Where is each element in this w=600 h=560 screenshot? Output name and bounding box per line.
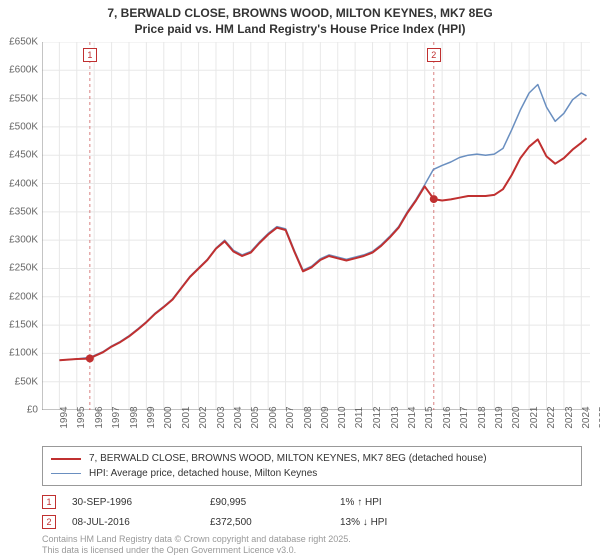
y-tick-label: £150K xyxy=(9,320,38,331)
plot-area: 12 xyxy=(42,42,590,410)
y-tick-label: £100K xyxy=(9,348,38,359)
y-axis-labels: £0£50K£100K£150K£200K£250K£300K£350K£400… xyxy=(0,42,40,410)
y-tick-label: £600K xyxy=(9,65,38,76)
marker-badge: 2 xyxy=(42,515,56,529)
sale-marker-badge: 1 xyxy=(83,48,97,62)
marker-date: 30-SEP-1996 xyxy=(72,497,210,508)
legend-swatch xyxy=(51,458,81,460)
marker-table-row: 2 08-JUL-2016£372,50013% ↓ HPI xyxy=(42,512,582,532)
sale-markers-table: 1 30-SEP-1996£90,9951% ↑ HPI 2 08-JUL-2016£… xyxy=(42,492,582,532)
x-tick-label: 2007 xyxy=(285,406,296,428)
footer-attribution: Contains HM Land Registry data © Crown c… xyxy=(42,534,351,556)
chart-container: 7, BERWALD CLOSE, BROWNS WOOD, MILTON KE… xyxy=(0,0,600,560)
x-tick-label: 2009 xyxy=(320,406,331,428)
marker-badge: 1 xyxy=(42,495,56,509)
x-tick-label: 2017 xyxy=(459,406,470,428)
x-tick-label: 2001 xyxy=(181,406,192,428)
x-tick-label: 2003 xyxy=(215,406,226,428)
marker-delta: 1% ↑ HPI xyxy=(340,497,582,508)
y-tick-label: £650K xyxy=(9,37,38,48)
legend-label: HPI: Average price, detached house, Milt… xyxy=(89,468,317,479)
x-tick-label: 2002 xyxy=(198,406,209,428)
x-tick-label: 2019 xyxy=(494,406,505,428)
chart-svg xyxy=(42,42,590,410)
y-tick-label: £500K xyxy=(9,121,38,132)
footer-line-1: Contains HM Land Registry data © Crown c… xyxy=(42,534,351,545)
x-tick-label: 2011 xyxy=(354,407,365,429)
x-tick-label: 1998 xyxy=(128,406,139,428)
y-tick-label: £450K xyxy=(9,150,38,161)
legend-item: HPI: Average price, detached house, Milt… xyxy=(51,466,573,481)
x-tick-label: 2015 xyxy=(424,406,435,428)
y-tick-label: £200K xyxy=(9,291,38,302)
y-tick-label: £400K xyxy=(9,178,38,189)
chart-title: 7, BERWALD CLOSE, BROWNS WOOD, MILTON KE… xyxy=(0,0,600,37)
x-tick-label: 1999 xyxy=(146,406,157,428)
y-tick-label: £250K xyxy=(9,263,38,274)
legend: 7, BERWALD CLOSE, BROWNS WOOD, MILTON KE… xyxy=(42,446,582,486)
x-tick-label: 1994 xyxy=(59,406,70,428)
title-line-2: Price paid vs. HM Land Registry's House … xyxy=(0,22,600,38)
x-tick-label: 2023 xyxy=(563,406,574,428)
x-tick-label: 2013 xyxy=(389,406,400,428)
x-tick-label: 2022 xyxy=(546,406,557,428)
x-axis-labels: 1994199519961997199819992000200120022003… xyxy=(42,412,590,442)
x-tick-label: 2014 xyxy=(407,406,418,428)
y-tick-label: £0 xyxy=(27,405,38,416)
y-tick-label: £300K xyxy=(9,235,38,246)
y-tick-label: £50K xyxy=(15,376,38,387)
legend-label: 7, BERWALD CLOSE, BROWNS WOOD, MILTON KE… xyxy=(89,453,487,464)
x-tick-label: 1996 xyxy=(94,406,105,428)
x-tick-label: 2005 xyxy=(250,406,261,428)
x-tick-label: 2012 xyxy=(372,406,383,428)
marker-delta: 13% ↓ HPI xyxy=(340,517,582,528)
marker-table-row: 1 30-SEP-1996£90,9951% ↑ HPI xyxy=(42,492,582,512)
marker-price: £372,500 xyxy=(210,517,340,528)
marker-date: 08-JUL-2016 xyxy=(72,517,210,528)
marker-price: £90,995 xyxy=(210,497,340,508)
x-tick-label: 2021 xyxy=(528,406,539,428)
x-tick-label: 2006 xyxy=(268,406,279,428)
footer-line-2: This data is licensed under the Open Gov… xyxy=(42,545,351,556)
x-tick-label: 2008 xyxy=(302,406,313,428)
x-tick-label: 2018 xyxy=(476,406,487,428)
sale-marker-badge: 2 xyxy=(427,48,441,62)
x-tick-label: 2000 xyxy=(163,406,174,428)
title-line-1: 7, BERWALD CLOSE, BROWNS WOOD, MILTON KE… xyxy=(0,6,600,22)
x-tick-label: 2010 xyxy=(337,406,348,428)
x-tick-label: 1995 xyxy=(76,406,87,428)
x-tick-label: 2004 xyxy=(233,406,244,428)
y-tick-label: £550K xyxy=(9,93,38,104)
x-tick-label: 1997 xyxy=(111,406,122,428)
x-tick-label: 2020 xyxy=(511,406,522,428)
legend-swatch xyxy=(51,473,81,475)
x-tick-label: 2024 xyxy=(581,406,592,428)
y-tick-label: £350K xyxy=(9,206,38,217)
x-tick-label: 2016 xyxy=(441,406,452,428)
legend-item: 7, BERWALD CLOSE, BROWNS WOOD, MILTON KE… xyxy=(51,451,573,466)
